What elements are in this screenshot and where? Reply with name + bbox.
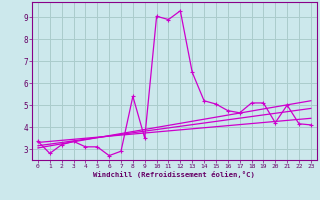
X-axis label: Windchill (Refroidissement éolien,°C): Windchill (Refroidissement éolien,°C) xyxy=(93,171,255,178)
